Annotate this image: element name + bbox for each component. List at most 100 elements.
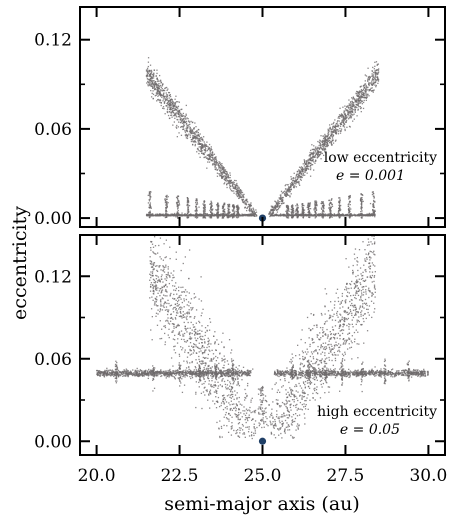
- data-point: [304, 174, 306, 176]
- data-point: [192, 140, 194, 142]
- data-point: [211, 213, 213, 215]
- data-point: [310, 167, 312, 169]
- data-point: [152, 86, 154, 89]
- data-point: [315, 160, 317, 162]
- data-point: [218, 168, 220, 170]
- data-point: [105, 374, 108, 376]
- data-point: [169, 103, 171, 105]
- data-point: [147, 214, 149, 217]
- data-point: [349, 194, 351, 197]
- data-point: [299, 172, 301, 174]
- data-point: [326, 145, 328, 148]
- data-point: [200, 146, 202, 148]
- data-point: [217, 204, 220, 206]
- data-point: [322, 145, 324, 148]
- data-point: [256, 215, 258, 217]
- data-point: [308, 215, 310, 217]
- data-point: [354, 111, 356, 113]
- data-point: [351, 97, 353, 99]
- data-point: [194, 216, 196, 219]
- data-point: [171, 104, 173, 106]
- data-point: [158, 82, 160, 85]
- data-point: [177, 110, 179, 112]
- data-point: [374, 70, 376, 72]
- data-point: [231, 209, 234, 211]
- data-point: [166, 102, 168, 105]
- data-point: [336, 121, 338, 123]
- data-point: [227, 214, 229, 216]
- data-point: [309, 151, 311, 154]
- data-point: [196, 134, 199, 136]
- data-point: [288, 191, 291, 193]
- data-point: [170, 109, 172, 111]
- data-point: [168, 101, 170, 103]
- data-point: [310, 213, 312, 215]
- data-point: [283, 191, 285, 193]
- data-point: [301, 207, 303, 209]
- data-point: [309, 154, 312, 156]
- data-point: [241, 214, 244, 216]
- data-point: [298, 170, 300, 172]
- data-point: [376, 370, 378, 372]
- data-point: [274, 200, 276, 202]
- data-point: [331, 139, 333, 141]
- data-point: [272, 215, 274, 217]
- data-point: [291, 209, 293, 211]
- data-point: [330, 143, 333, 145]
- data-point: [368, 90, 370, 92]
- data-point: [293, 179, 295, 182]
- data-point: [178, 109, 181, 112]
- data-point: [335, 129, 338, 131]
- data-point: [343, 112, 345, 114]
- data-point: [172, 371, 175, 373]
- data-point: [253, 211, 255, 213]
- data-point: [334, 130, 336, 133]
- data-point: [342, 106, 344, 108]
- data-point: [316, 204, 318, 207]
- data-point: [270, 213, 272, 215]
- data-point: [326, 143, 328, 146]
- data-point: [189, 213, 192, 216]
- data-point: [280, 213, 282, 215]
- data-point: [292, 213, 294, 216]
- data-point: [171, 108, 173, 111]
- data-point: [339, 216, 341, 218]
- data-point: [358, 101, 360, 103]
- data-point: [356, 115, 358, 117]
- data-point: [339, 130, 342, 132]
- data-point: [375, 79, 378, 81]
- data-point: [376, 72, 378, 74]
- data-point: [214, 375, 216, 377]
- data-point: [344, 116, 346, 118]
- data-point: [398, 370, 400, 372]
- data-point: [211, 164, 214, 166]
- data-point: [307, 214, 310, 216]
- data-point: [286, 369, 288, 372]
- data-point: [307, 204, 309, 207]
- data-point: [151, 73, 154, 76]
- data-point: [359, 92, 361, 94]
- data-point: [298, 175, 300, 177]
- data-point: [168, 100, 170, 102]
- data-point: [294, 214, 296, 216]
- data-point: [357, 93, 359, 95]
- data-point: [252, 211, 254, 213]
- data-point: [337, 211, 340, 213]
- data-point: [166, 89, 168, 92]
- data-point: [374, 375, 376, 377]
- data-point: [361, 201, 363, 204]
- data-point: [349, 108, 351, 111]
- data-point: [168, 106, 170, 108]
- data-point: [372, 211, 375, 213]
- data-point: [200, 149, 202, 152]
- data-point: [224, 182, 226, 184]
- data-point: [196, 213, 199, 215]
- data-point: [362, 96, 364, 98]
- data-point: [366, 86, 368, 88]
- data-point: [235, 206, 238, 208]
- data-point: [357, 94, 359, 96]
- data-point: [290, 214, 292, 217]
- data-point: [195, 201, 197, 204]
- data-point: [182, 112, 185, 115]
- data-point: [373, 214, 375, 216]
